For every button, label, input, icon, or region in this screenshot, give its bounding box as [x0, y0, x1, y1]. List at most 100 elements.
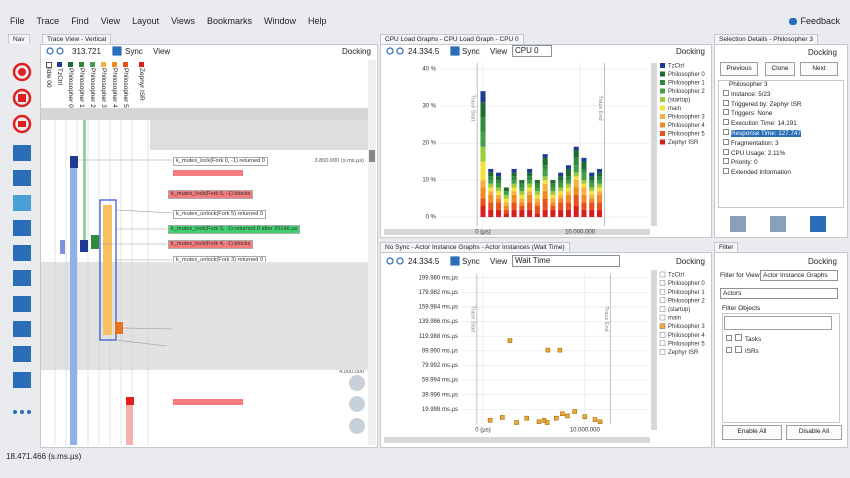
select-value: CPU 0	[515, 46, 539, 55]
cpu-load-tab[interactable]: CPU Load Graphs - CPU Load Graph - CPU 0	[380, 34, 524, 44]
cpu-header: CPU 0	[64, 110, 85, 117]
item-text: Instance: 5/23	[731, 90, 771, 98]
button[interactable]: Next	[800, 62, 838, 76]
tab-label: Filter	[719, 244, 734, 251]
view-select[interactable]: Actor Instance Graphs	[760, 270, 838, 281]
button[interactable]: Previous	[720, 62, 758, 76]
view-menu[interactable]: View	[153, 47, 171, 56]
tree-item[interactable]: ISRs	[726, 346, 761, 358]
menu-item[interactable]: File	[10, 16, 25, 26]
selection-tree: Philosopher 3 Instance: 5/23 Triggered by:…	[718, 80, 844, 208]
actor-tab[interactable]: No Sync - Actor Instance Graphs - Actor …	[380, 242, 570, 252]
menu-item[interactable]: Window	[263, 16, 296, 26]
tree-item[interactable]: Fragmentation: 3	[719, 138, 843, 149]
sync-button[interactable]: Sync	[462, 47, 480, 56]
item-text: Response Time: 127.747	[731, 129, 802, 137]
actor-panel	[380, 252, 712, 448]
selection-tab[interactable]: Selection Details - Philosopher 3	[714, 34, 818, 44]
menu-item[interactable]: Find	[71, 16, 89, 26]
button[interactable]: Clone	[765, 62, 795, 76]
docking-menu[interactable]: Docking	[676, 257, 705, 266]
menu-item[interactable]: View	[100, 16, 121, 26]
filter-tree: Tasks ISRs	[726, 334, 761, 358]
docking-menu[interactable]: Docking	[342, 47, 371, 56]
tree-item[interactable]: Priority: 0	[719, 158, 843, 168]
tree-item[interactable]: Response Time: 127.747	[719, 128, 843, 139]
left-toolbar-icons	[13, 68, 31, 414]
cpu-load-panel	[380, 44, 712, 238]
event-label: k_mutex_unlock(Fork 5) returned 0	[173, 210, 267, 219]
left-toolbar	[12, 62, 32, 134]
column-name: Philosopher 2	[89, 68, 96, 108]
column-color	[68, 62, 73, 67]
cpu-select[interactable]: CPU 0	[512, 45, 552, 57]
tree-item[interactable]: Instance: 5/23	[719, 89, 843, 100]
menu-item[interactable]: Help	[307, 16, 327, 26]
expander	[723, 138, 729, 145]
time-field[interactable]: 313.721	[72, 47, 101, 56]
tree-item[interactable]: Triggers: None	[719, 109, 843, 119]
tab-label: CPU Load Graphs - CPU Load Graph - CPU 0	[385, 36, 519, 43]
filter-label: Filter for View	[720, 272, 760, 279]
tree-item[interactable]: Tasks	[726, 334, 761, 346]
column-name: Zephyr ISR	[138, 68, 145, 101]
nav-tab[interactable]: Nav	[8, 34, 30, 44]
button[interactable]: Enable All	[722, 425, 782, 440]
tab-label: No Sync - Actor Instance Graphs - Actor …	[385, 244, 565, 251]
filter-box	[722, 313, 840, 423]
metric-select[interactable]: Wait Time	[512, 255, 620, 267]
column-color	[101, 62, 106, 67]
feedback-link[interactable]: Feedback	[789, 16, 840, 26]
tree-item[interactable]: Philosopher 3	[719, 81, 843, 90]
menu-item[interactable]: Trace	[36, 16, 60, 26]
view-menu[interactable]: View	[490, 47, 508, 56]
event-field-header: Event Field	[170, 110, 206, 117]
item-text: Tasks	[745, 336, 762, 343]
expander	[723, 148, 729, 155]
sync-button[interactable]: Sync	[125, 47, 143, 56]
column-color	[57, 62, 62, 67]
item-text: Triggered by: Zephyr ISR	[731, 100, 802, 108]
tree-item[interactable]: Execution Time: 14.191	[719, 119, 843, 129]
docking-menu[interactable]: Docking	[808, 48, 837, 57]
filter-input[interactable]	[724, 316, 832, 330]
tree-item[interactable]: Triggered by: Zephyr ISR	[719, 99, 843, 110]
event-label: k_mutex_unlock(Fork 4) returned 0	[173, 325, 267, 334]
type-select[interactable]: Actors	[720, 288, 838, 299]
column-color	[79, 62, 84, 67]
event-label: k_mutex_lock(Fork 4, -1) blocks	[168, 240, 254, 249]
item-text: Extended Information	[731, 169, 791, 177]
docking-menu[interactable]: Docking	[808, 257, 837, 266]
menu-item[interactable]: Bookmarks	[206, 16, 252, 26]
tree-item[interactable]: CPU Usage: 2.11%	[719, 148, 843, 159]
expander	[723, 99, 729, 106]
column-checkbox[interactable]	[46, 62, 52, 68]
sync-button[interactable]: Sync	[462, 257, 480, 266]
select-value: Wait Time	[515, 256, 551, 265]
group-label: Filter Objects	[722, 305, 761, 312]
expander	[723, 168, 729, 175]
menu-item[interactable]: Views	[171, 16, 195, 26]
time-field[interactable]: 24.334.5	[408, 47, 440, 56]
trace-view-tab[interactable]: Trace View - Vertical	[42, 34, 112, 44]
menu-item[interactable]: Layout	[132, 16, 160, 26]
column-name: TzCtrl	[56, 68, 63, 86]
nav-tab-label: Nav	[13, 36, 25, 43]
view-menu[interactable]: View	[490, 257, 508, 266]
item-text: Execution Time: 14.191	[731, 120, 797, 128]
column-name: Philosopher 1	[78, 68, 85, 108]
tree-item[interactable]: Extended Information	[719, 168, 843, 178]
docking-menu[interactable]: Docking	[676, 47, 705, 56]
time-field[interactable]: 24.334.5	[408, 257, 440, 266]
column-name: Philosopher 3	[100, 68, 107, 108]
expander	[723, 109, 729, 116]
filter-tab[interactable]: Filter	[714, 242, 739, 252]
button[interactable]: Disable All	[786, 425, 842, 440]
column-name: Philosopher 4	[111, 68, 118, 108]
expander	[726, 347, 732, 353]
expander	[723, 89, 729, 96]
time-label: 4.000.000	[339, 369, 364, 375]
event-label: k_mutex_unlock(Fork 5) returned 0	[173, 309, 267, 318]
checkbox	[735, 346, 742, 353]
